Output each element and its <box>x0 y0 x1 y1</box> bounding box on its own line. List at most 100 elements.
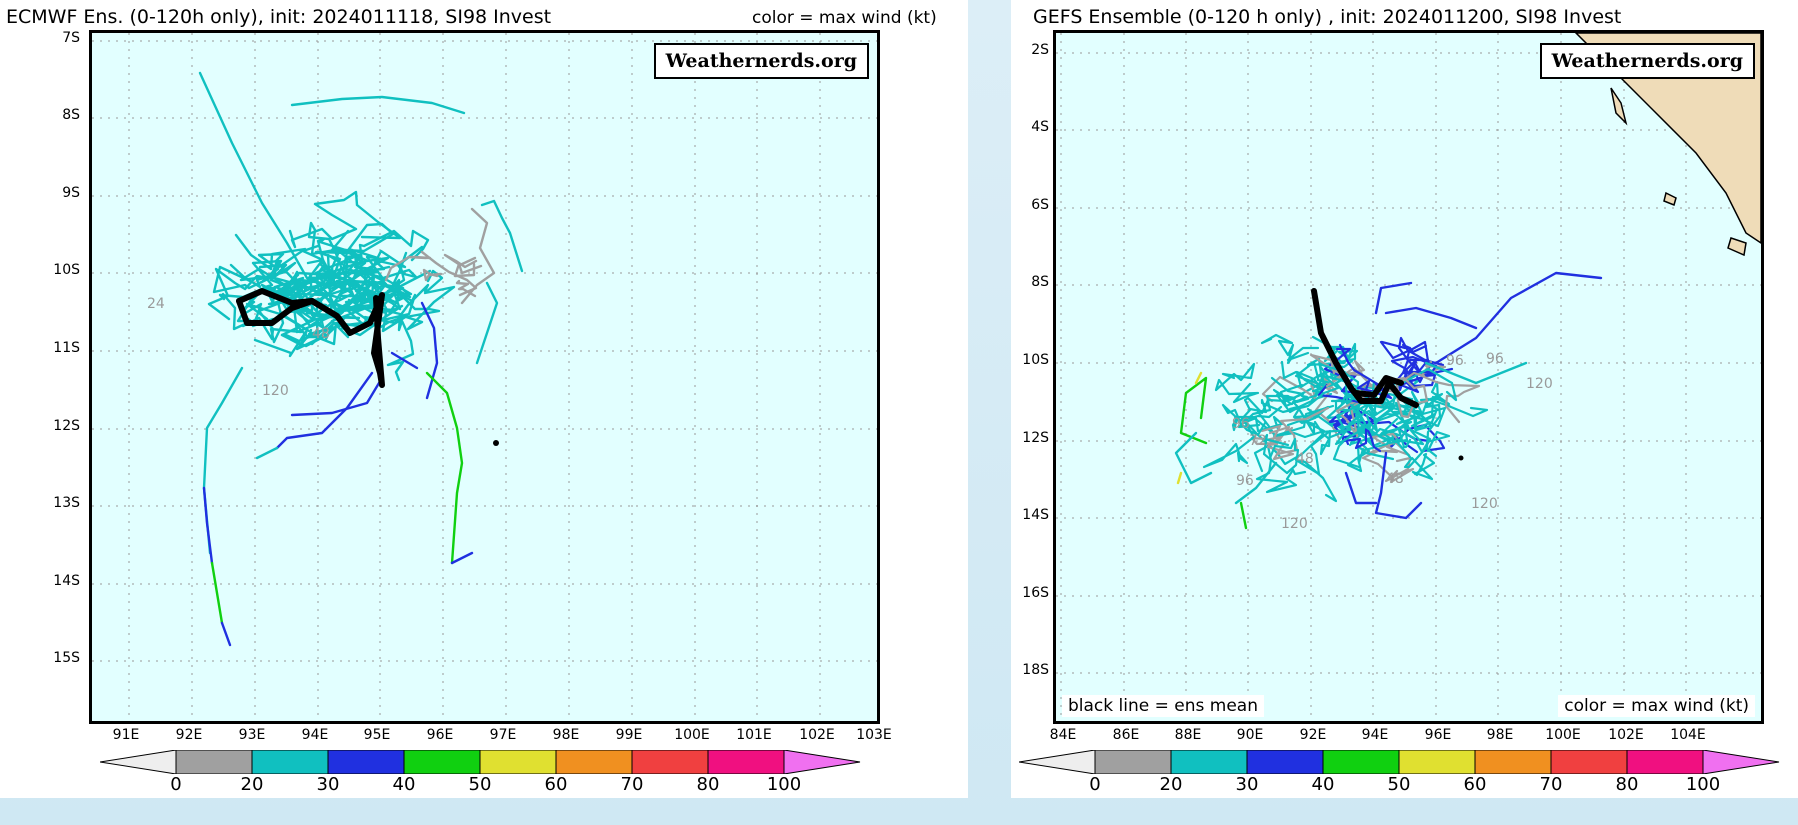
lat-label: 2S <box>1031 42 1049 58</box>
gefs-title: GEFS Ensemble (0-120 h only) , init: 202… <box>1033 6 1622 28</box>
lon-label: 100E <box>674 727 710 743</box>
ensemble-track <box>1420 360 1481 424</box>
ensemble-track <box>220 621 232 647</box>
lat-label: 11S <box>53 340 80 356</box>
ensemble-track <box>1403 446 1438 481</box>
ensemble-track <box>1374 281 1413 315</box>
ensemble-track <box>290 95 466 115</box>
colorbar-segment <box>1019 750 1096 774</box>
lon-label: 90E <box>1236 727 1264 743</box>
lat-label: 18S <box>1022 662 1049 678</box>
colorbar-label: 50 <box>1387 774 1411 795</box>
lat-label: 7S <box>62 30 80 46</box>
lon-label: 92E <box>1299 727 1327 743</box>
ensemble-track <box>1344 471 1378 505</box>
lat-label: 13S <box>53 495 80 511</box>
island-marker <box>1458 455 1464 461</box>
lon-label: 91E <box>112 727 140 743</box>
lon-label: 103E <box>856 727 892 743</box>
forecast-hour-label: 24 <box>147 296 165 312</box>
ensemble-track <box>425 371 464 565</box>
ecmwf-title: ECMWF Ens. (0-120h only), init: 20240111… <box>6 6 552 28</box>
lat-label: 10S <box>53 262 80 278</box>
ensemble-track <box>202 486 214 565</box>
colorbar-segment <box>100 750 177 774</box>
colorbar-label: 30 <box>316 774 340 795</box>
colorbar-label: 20 <box>1159 774 1183 795</box>
ensemble-track <box>275 371 374 450</box>
colorbar-segment <box>1322 750 1400 774</box>
lat-label: 12S <box>1022 430 1049 446</box>
ensemble-track <box>1335 390 1387 430</box>
lon-label: 99E <box>615 727 643 743</box>
ensemble-mean-track <box>236 292 385 388</box>
ensemble-track <box>1434 271 1603 365</box>
ensemble-track <box>420 301 439 400</box>
colorbar-label: 80 <box>1615 774 1639 795</box>
lon-label: 86E <box>1112 727 1140 743</box>
ensemble-track <box>384 255 432 282</box>
lon-label: 95E <box>363 727 391 743</box>
ecmwf-panel: ECMWF Ens. (0-120h only), init: 20240111… <box>6 6 937 795</box>
ensemble-track <box>450 551 474 565</box>
land-island <box>1663 191 1677 207</box>
lon-label: 94E <box>301 727 329 743</box>
forecast-hour-label: 120 <box>262 383 289 399</box>
ensemble-track <box>443 253 478 269</box>
lon-label: 97E <box>489 727 517 743</box>
colorbar-label: 60 <box>544 774 568 795</box>
lon-label: 92E <box>175 727 203 743</box>
ensemble-track <box>253 281 316 358</box>
ensemble-track <box>1361 449 1415 484</box>
ensemble-track <box>202 366 244 555</box>
ensemble-track <box>1384 306 1478 330</box>
colorbar-label: 20 <box>240 774 264 795</box>
colorbar-label: 50 <box>468 774 492 795</box>
ensemble-track <box>1234 461 1278 505</box>
ensemble-track <box>198 71 309 280</box>
ensemble-track <box>288 190 402 249</box>
ensemble-track <box>1319 380 1376 446</box>
lat-label: 8S <box>1031 274 1049 290</box>
gefs-colorbar <box>1019 750 1780 774</box>
ensemble-track <box>1294 429 1338 503</box>
ensemble-track <box>326 279 415 382</box>
ensemble-track <box>453 262 483 278</box>
lat-label: 16S <box>1022 585 1049 601</box>
ensemble-track <box>1238 376 1305 423</box>
ensemble-track <box>294 269 348 317</box>
forecast-hour-label: 120 <box>1281 516 1308 532</box>
ensemble-track <box>1179 376 1208 445</box>
colorbar-segment <box>1398 750 1476 774</box>
ensemble-track <box>1387 392 1447 432</box>
gefs-watermark: Weathernerds.org <box>1539 43 1755 79</box>
ensemble-track <box>1194 371 1203 385</box>
lon-label: 93E <box>238 727 266 743</box>
ensemble-track <box>1280 357 1346 392</box>
colorbar-segment <box>1550 750 1628 774</box>
forecast-hour-label: 120 <box>1471 496 1498 512</box>
ensemble-track <box>1374 451 1423 520</box>
ensemble-track <box>1311 335 1359 376</box>
ensemble-track <box>1214 362 1260 404</box>
ensemble-track <box>1176 471 1183 485</box>
ensemble-track <box>255 446 279 460</box>
ecmwf-color-note: color = max wind (kt) <box>752 8 937 28</box>
colorbar-label: 70 <box>1539 774 1563 795</box>
ensemble-track <box>393 269 456 331</box>
colorbar-label: 60 <box>1463 774 1487 795</box>
colorbar-segment <box>1702 750 1780 774</box>
gefs-mean-note: black line = ens mean <box>1062 695 1264 717</box>
ecmwf-colorbar <box>100 750 861 774</box>
ensemble-track <box>234 233 307 303</box>
ensemble-track <box>1174 431 1213 485</box>
lon-label: 101E <box>736 727 772 743</box>
colorbar-segment <box>555 750 633 774</box>
forecast-hour-label: 120 <box>1526 376 1553 392</box>
colorbar-label: 80 <box>696 774 720 795</box>
forecast-hour-label: 96 <box>1232 416 1250 432</box>
lon-label: 98E <box>1486 727 1514 743</box>
ensemble-track <box>290 376 384 417</box>
lat-label: 14S <box>53 573 80 589</box>
